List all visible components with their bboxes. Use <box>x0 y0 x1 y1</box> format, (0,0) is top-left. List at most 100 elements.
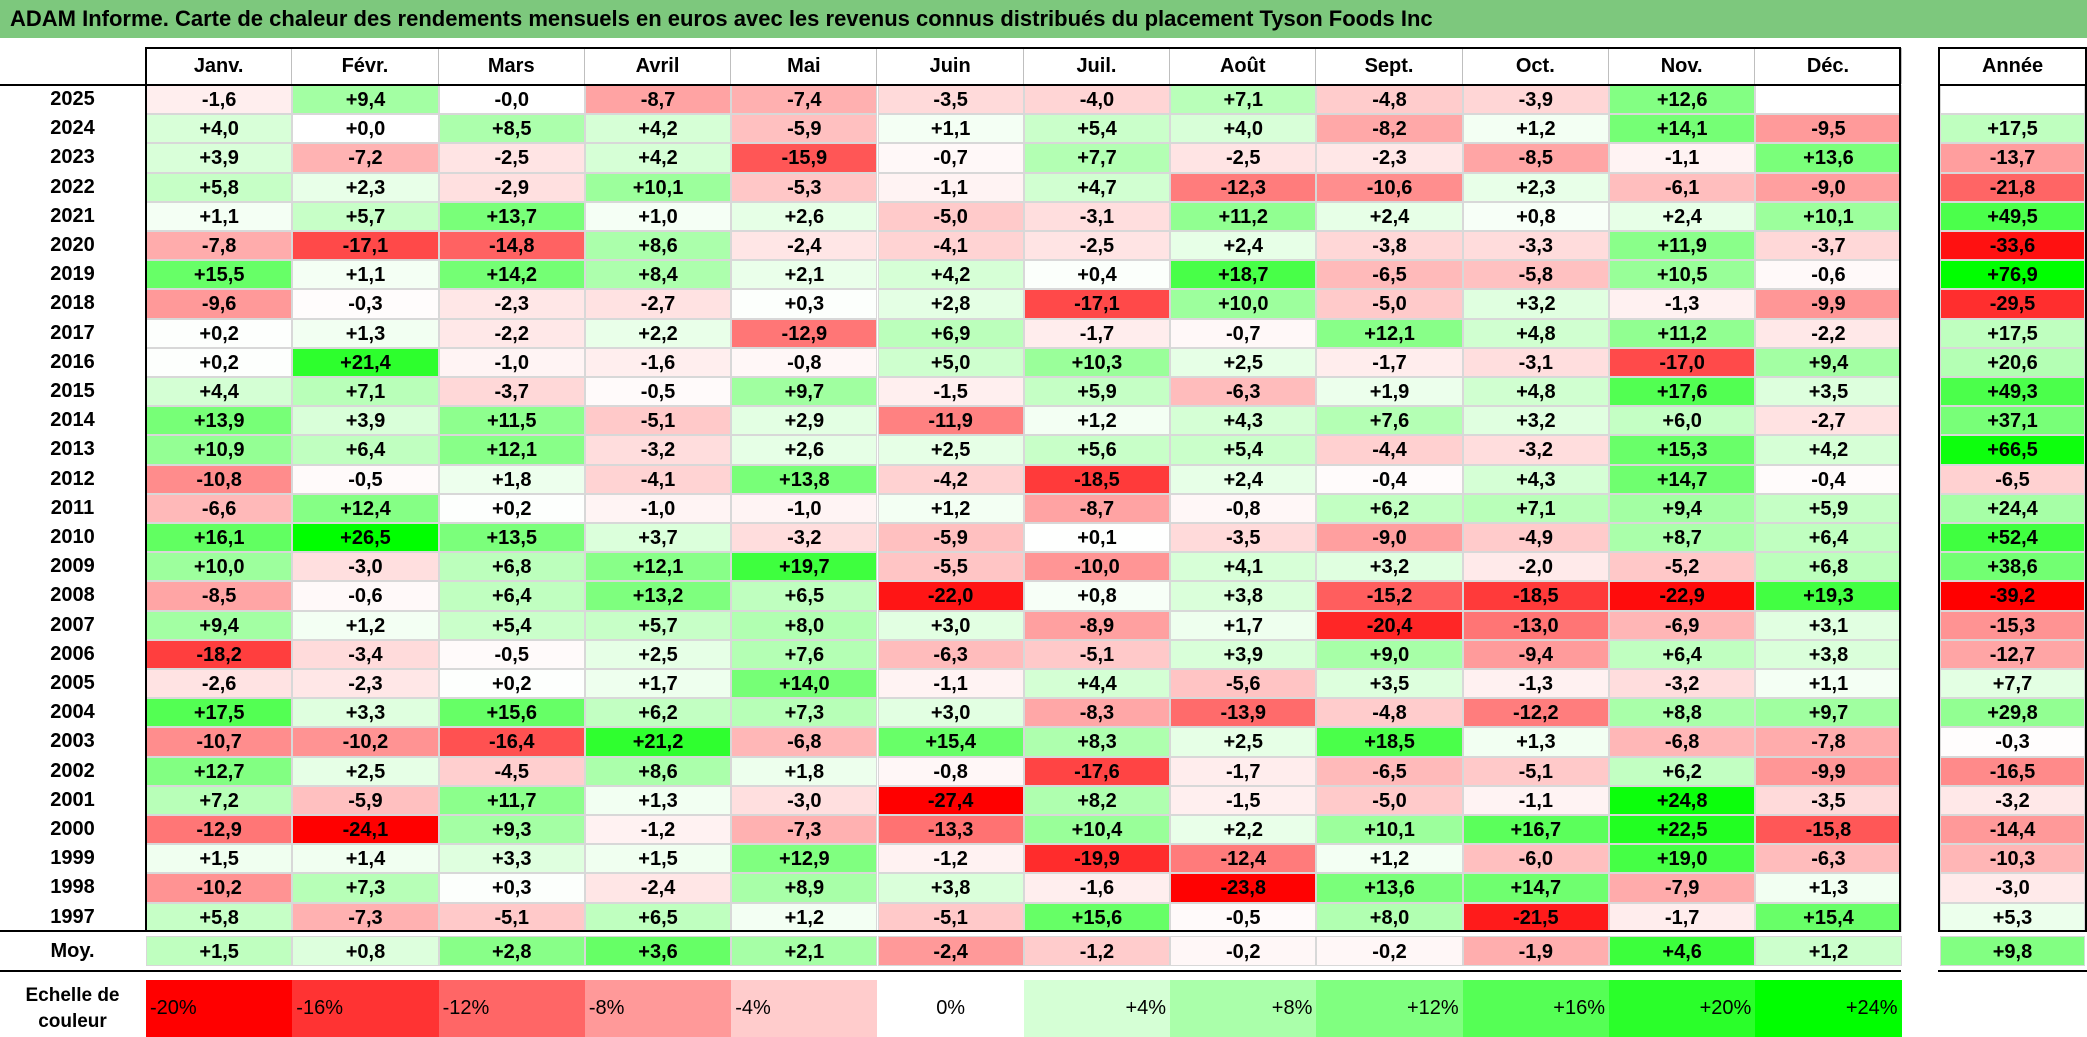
heatmap-cell: +14,0 <box>731 669 878 699</box>
average-bottom-line <box>0 970 1901 972</box>
heatmap-cell: -1,0 <box>584 493 732 523</box>
report-title: ADAM Informe. Carte de chaleur des rende… <box>0 0 2087 38</box>
heatmap-cell: +1,2 <box>1316 844 1463 874</box>
heatmap-cell: +4,8 <box>1462 318 1609 348</box>
heatmap-cell: -19,9 <box>1023 844 1171 874</box>
color-scale-swatch: -4% <box>731 980 878 1037</box>
heatmap-cell: -0,6 <box>1755 260 1902 290</box>
month-header: Juil. <box>1024 48 1171 84</box>
year-label: 2013 <box>50 438 95 461</box>
annual-cell: -13,7 <box>1940 143 2085 173</box>
heatmap-cell: -8,7 <box>1023 493 1171 523</box>
year-label: 1998 <box>50 876 95 899</box>
heatmap-cell: +5,4 <box>438 610 585 640</box>
year-label: 2001 <box>50 788 95 811</box>
heatmap-cell: +6,4 <box>1609 639 1756 669</box>
annual-cell: -3,2 <box>1940 785 2085 815</box>
heatmap-cell: -0,5 <box>438 639 585 669</box>
color-scale-swatch: +8% <box>1170 980 1317 1037</box>
heatmap-cell: -9,5 <box>1755 114 1902 144</box>
heatmap-cell: +15,4 <box>877 727 1024 757</box>
heatmap-cell: -3,0 <box>731 785 878 815</box>
heatmap-cell: +1,1 <box>1755 669 1902 699</box>
heatmap-cell: -1,2 <box>584 815 732 845</box>
average-top-line <box>0 930 1901 932</box>
heatmap-cell: +1,5 <box>146 844 293 874</box>
heatmap-cell: +7,1 <box>1170 85 1317 115</box>
heatmap-cell: -2,4 <box>731 231 878 261</box>
heatmap-cell: -0,5 <box>584 377 732 407</box>
heatmap-cell: -5,0 <box>1316 289 1463 319</box>
heatmap-cell: +13,2 <box>584 581 732 611</box>
heatmap-cell: +12,4 <box>292 493 439 523</box>
heatmap-cell: +9,3 <box>438 815 585 845</box>
heatmap-cell: +7,3 <box>731 698 878 728</box>
heatmap-cell: +14,2 <box>438 260 585 290</box>
heatmap-cell: -9,9 <box>1755 756 1902 786</box>
annual-cell: +38,6 <box>1940 552 2085 582</box>
heatmap-cell: +5,8 <box>146 902 293 932</box>
heatmap-cell: +0,8 <box>1462 201 1609 231</box>
average-cell: +1,2 <box>1755 936 1902 966</box>
annual-cell: +17,5 <box>1940 114 2085 144</box>
heatmap-cell: -13,3 <box>877 815 1024 845</box>
heatmap-cell: +10,1 <box>1755 201 1902 231</box>
heatmap-cell: +11,9 <box>1609 231 1756 261</box>
heatmap-cell: +3,0 <box>877 698 1024 728</box>
heatmap-cell: +1,1 <box>146 201 293 231</box>
heatmap-cell: -0,8 <box>877 756 1024 786</box>
heatmap-cell: +6,8 <box>438 552 585 582</box>
year-label: 2025 <box>50 88 95 110</box>
heatmap-cell: -9,0 <box>1755 172 1902 202</box>
heatmap-cell: +8,8 <box>1609 698 1756 728</box>
heatmap-cell: -2,4 <box>584 873 732 903</box>
heatmap-cell: +19,7 <box>731 552 878 582</box>
heatmap-cell: +2,6 <box>731 435 878 465</box>
heatmap-cell: -2,0 <box>1462 552 1609 582</box>
heatmap-cell: -2,7 <box>1755 406 1902 436</box>
heatmap-cell: -10,7 <box>146 727 293 757</box>
heatmap-cell: +5,7 <box>292 201 439 231</box>
heatmap-cell: -1,7 <box>1023 318 1171 348</box>
heatmap-cell: +1,0 <box>584 201 732 231</box>
heatmap-cell: +2,4 <box>1170 464 1317 494</box>
heatmap-cell: +18,5 <box>1316 727 1463 757</box>
heatmap-cell: -2,2 <box>438 318 585 348</box>
heatmap-cell: +12,1 <box>1316 318 1463 348</box>
heatmap-cell: -5,1 <box>438 902 585 932</box>
heatmap-cell: -3,7 <box>438 377 585 407</box>
heatmap-cell: +6,0 <box>1609 406 1756 436</box>
color-scale-swatch: -16% <box>292 980 439 1037</box>
average-bottom-line-annual <box>1938 970 2087 972</box>
heatmap-cell: +1,8 <box>438 464 585 494</box>
average-cell: -1,2 <box>1023 936 1171 966</box>
heatmap-cell: -17,0 <box>1609 347 1756 377</box>
heatmap-cell: +26,5 <box>292 523 439 553</box>
annual-cell: -16,5 <box>1940 756 2085 786</box>
heatmap-cell: -10,8 <box>146 464 293 494</box>
heatmap-cell: -21,5 <box>1462 902 1609 932</box>
year-label: 2016 <box>50 350 95 373</box>
heatmap-cell: -1,5 <box>877 377 1024 407</box>
heatmap-cell: -3,7 <box>1755 231 1902 261</box>
heatmap-cell: +17,5 <box>146 698 293 728</box>
heatmap-cell: -16,4 <box>438 727 585 757</box>
color-scale-swatch: +20% <box>1609 980 1756 1037</box>
heatmap-cell: -0,6 <box>292 581 439 611</box>
heatmap-cell: -15,9 <box>731 143 878 173</box>
heatmap-cell: -0,5 <box>1170 902 1317 932</box>
annual-cell: -10,3 <box>1940 844 2085 874</box>
heatmap-cell: +19,3 <box>1755 581 1902 611</box>
heatmap-cell: +7,1 <box>1462 493 1609 523</box>
year-label: 2015 <box>50 380 95 402</box>
heatmap-cell: -1,1 <box>877 172 1024 202</box>
annual-cell: -6,5 <box>1940 464 2085 494</box>
heatmap-cell: +2,5 <box>1170 347 1317 377</box>
heatmap-cell: -5,0 <box>1316 785 1463 815</box>
heatmap-cell: +18,7 <box>1170 260 1317 290</box>
heatmap-cell: +1,5 <box>584 844 732 874</box>
heatmap-cell: +4,8 <box>1462 377 1609 407</box>
annual-cell: +52,4 <box>1940 523 2085 553</box>
average-annual-cell: +9,8 <box>1940 936 2085 966</box>
heatmap-cell: +5,9 <box>1023 377 1171 407</box>
